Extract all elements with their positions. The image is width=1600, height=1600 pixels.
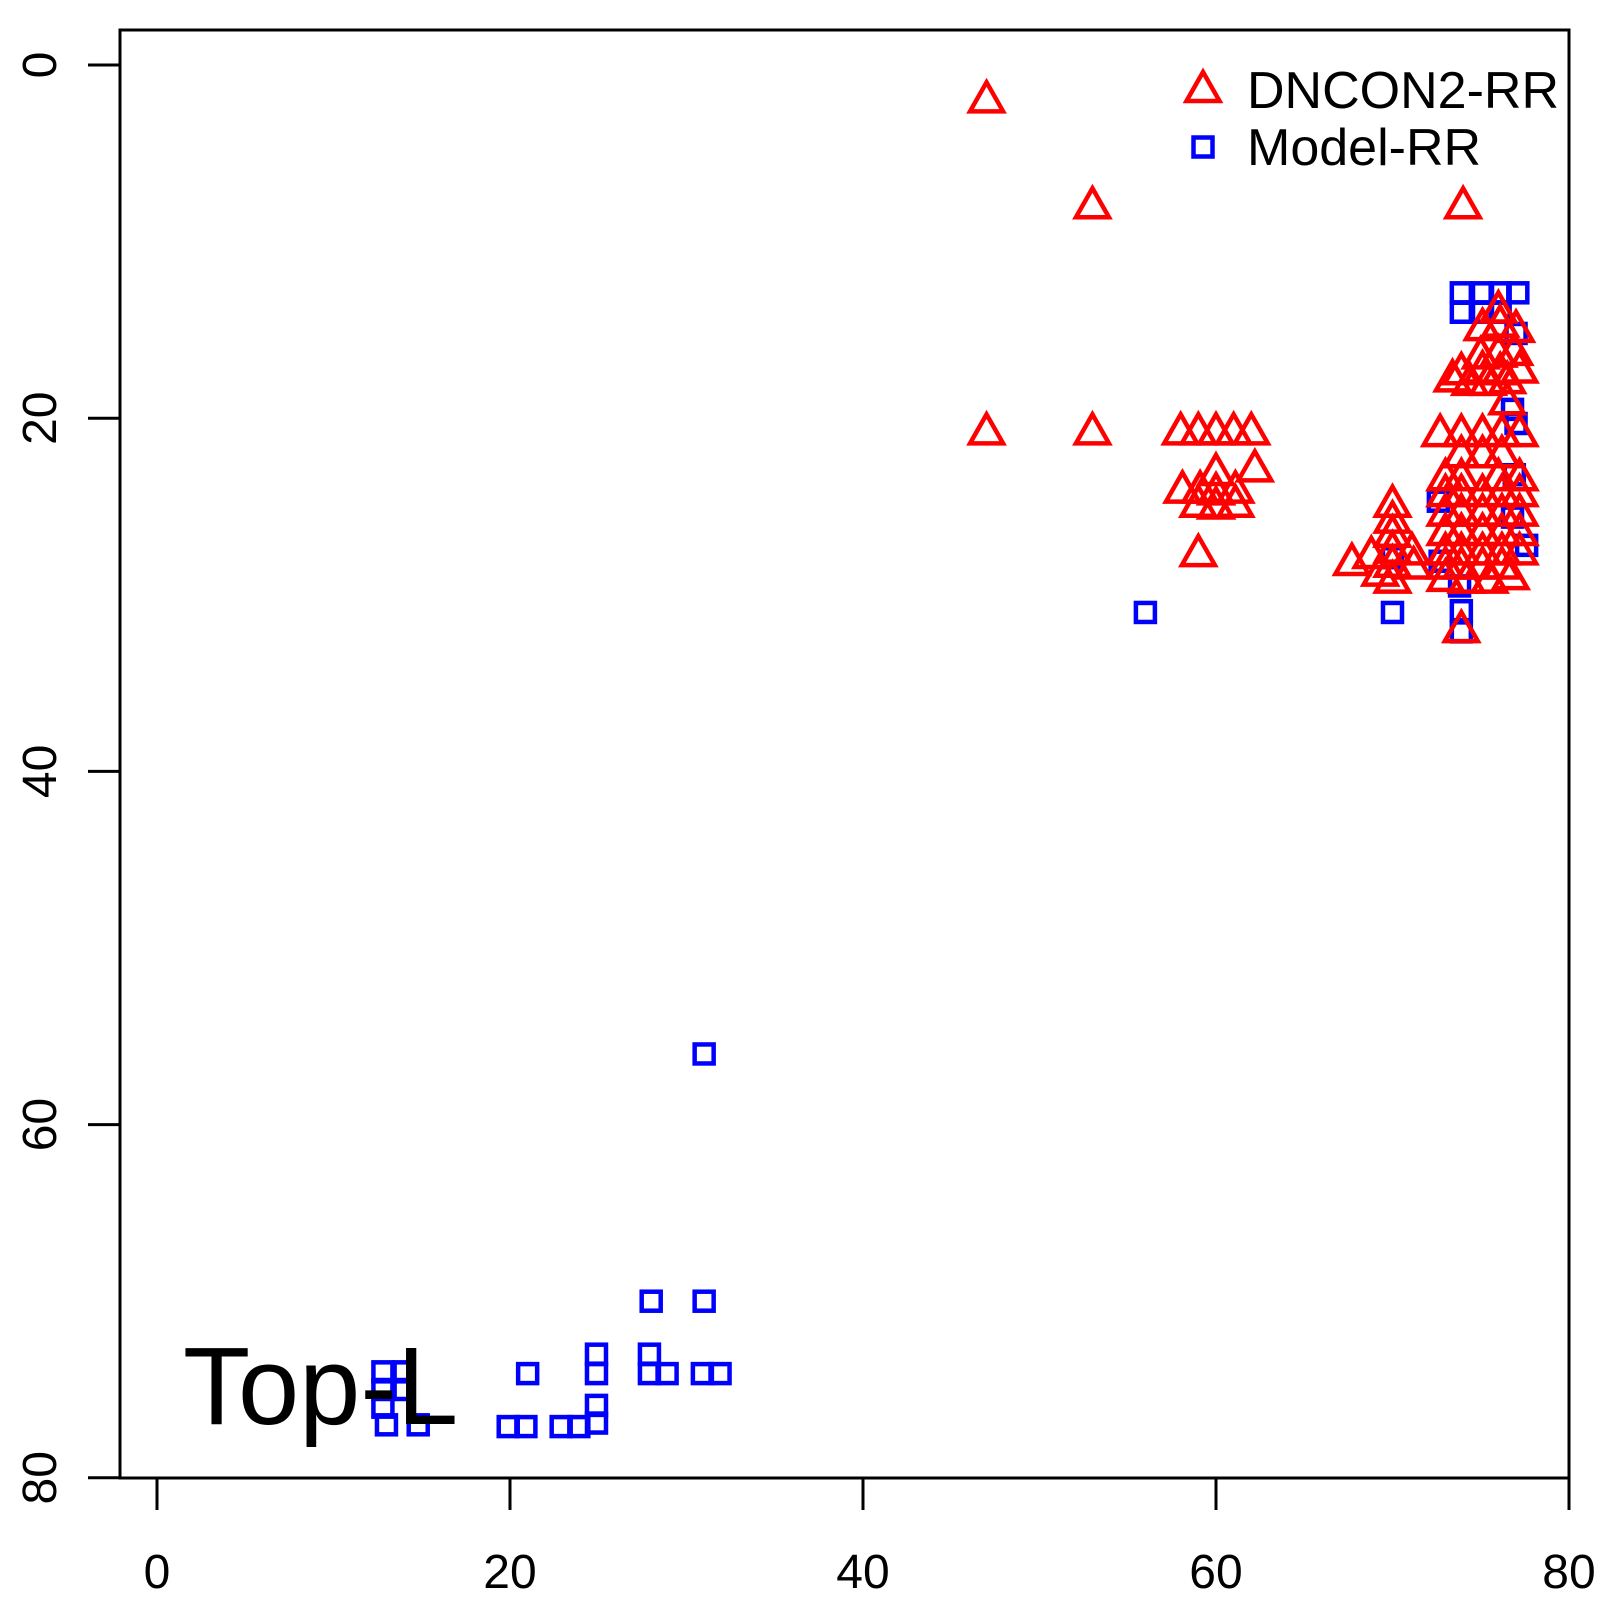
legend-label-model-rr: Model-RR [1247, 119, 1481, 177]
y-axis-tick-label: 80 [14, 1451, 67, 1504]
dncon2-rr-point [1469, 558, 1510, 594]
dncon2-rr-point [1499, 529, 1540, 566]
dncon2-rr-point [1486, 379, 1528, 416]
model-rr-point [1380, 600, 1405, 625]
dncon2-rr-point [1499, 491, 1540, 527]
dncon2-rr-point [1331, 540, 1373, 577]
model-rr-point [708, 1361, 732, 1386]
model-rr-point [1133, 600, 1158, 625]
dncon2-rr-point [1442, 183, 1484, 220]
dncon2-rr-point [1462, 529, 1503, 566]
dncon2-rr-point [1215, 468, 1256, 504]
dncon2-rr-point [1462, 471, 1503, 508]
dncon2-rr-point [966, 409, 1007, 446]
dncon2-rr-point [1440, 529, 1482, 566]
model-rr-point [639, 1289, 663, 1313]
y-axis-tick-label: 0 [14, 52, 67, 79]
model-rr-point [514, 1414, 538, 1439]
dncon2-rr-point [1499, 411, 1540, 448]
dncon2-rr-point [1440, 543, 1482, 580]
dncon2-rr-point [1499, 510, 1540, 547]
model-rr-point [655, 1361, 679, 1386]
model-rr-point [692, 1289, 716, 1313]
dncon2-rr-point [1440, 510, 1482, 547]
dncon2-rr-point [1440, 455, 1482, 492]
dncon2-rr-point [1195, 450, 1237, 487]
x-axis-tick-label: 0 [144, 1546, 171, 1599]
dncon2-rr-point [1462, 491, 1503, 527]
y-axis-tick-label: 20 [14, 392, 67, 445]
dncon2-rr-point [1499, 455, 1540, 492]
dncon2-rr-point [1486, 358, 1528, 395]
plot-border [118, 28, 1571, 1480]
dncon2-rr-point [1440, 432, 1482, 469]
model-rr-point [584, 1361, 609, 1386]
model-rr-point [374, 1413, 399, 1437]
dncon2-rr-point [1440, 411, 1482, 448]
model-rr-point [1506, 281, 1530, 305]
dncon2-rr-point [1462, 510, 1503, 547]
dncon2-rr-point [1230, 409, 1272, 446]
dncon2-rr-point [1462, 432, 1503, 469]
model-rr-point [406, 1413, 430, 1437]
model-rr-point [567, 1414, 591, 1439]
dncon2-rr-point [1440, 491, 1482, 527]
x-axis-tick-label: 40 [836, 1546, 889, 1599]
plot-annotation-top-l: Top-L [183, 1325, 458, 1448]
dncon2-rr-point [1462, 411, 1503, 448]
model-rr-point [692, 1042, 716, 1066]
dncon2-rr-point [1359, 551, 1401, 587]
dncon2-rr-point [1478, 455, 1519, 492]
y-axis-tick-label: 40 [14, 745, 67, 798]
legend-triangle-marker [1182, 67, 1224, 104]
dncon2-rr-point [1393, 543, 1435, 580]
dncon2-rr-point [966, 77, 1007, 114]
dncon2-rr-point [1072, 409, 1113, 446]
model-rr-point [392, 1377, 416, 1402]
dncon2-rr-point [1072, 183, 1113, 220]
dncon2-rr-point [1446, 558, 1487, 594]
dncon2-rr-point [1440, 471, 1482, 508]
dncon2-rr-point [1490, 554, 1532, 591]
x-axis-tick-label: 20 [483, 1546, 536, 1599]
y-axis-tick-label: 60 [14, 1098, 67, 1151]
dncon2-rr-point [1432, 356, 1473, 393]
dncon2-rr-point [1215, 482, 1256, 518]
dncon2-rr-point [1425, 556, 1466, 593]
dncon2-rr-point [1234, 446, 1276, 483]
x-axis-tick-label: 80 [1542, 1546, 1595, 1599]
dncon2-rr-point [1419, 411, 1461, 448]
dncon2-rr-point [1177, 531, 1219, 568]
dncon2-rr-point [1478, 287, 1519, 324]
dncon2-rr-point [1440, 607, 1482, 644]
legend-square-marker [1191, 135, 1215, 159]
legend-label-dncon2-rr: DNCON2-RR [1247, 62, 1559, 120]
x-axis-tick-label: 60 [1189, 1546, 1242, 1599]
dncon2-rr-point [1499, 471, 1540, 508]
dncon2-rr-point [1391, 529, 1433, 566]
model-rr-point [515, 1361, 540, 1386]
